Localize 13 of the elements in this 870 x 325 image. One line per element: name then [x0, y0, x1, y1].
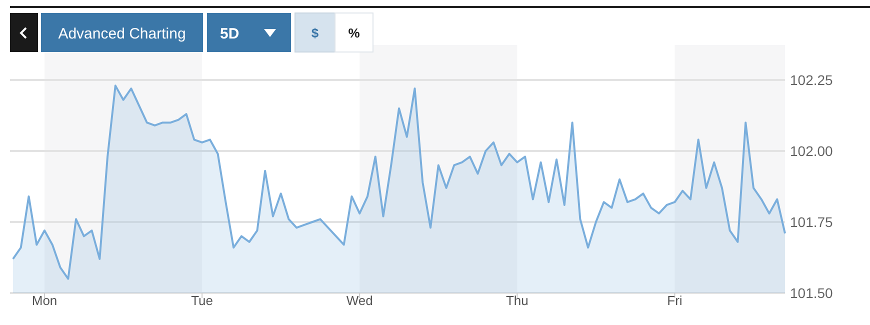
y-tick-label: 101.75	[790, 214, 834, 230]
text: 5D	[220, 25, 240, 42]
text: $	[311, 26, 320, 41]
y-tick-label: 101.50	[790, 284, 834, 301]
text: Advanced Charting	[58, 25, 186, 42]
x-tick-label: Tue	[191, 293, 214, 308]
y-tick-label: 102.00	[790, 142, 834, 159]
x-tick-label: Fri	[667, 293, 682, 308]
x-tick-label: Mon	[32, 293, 58, 308]
y-tick-label: 102.25	[790, 72, 834, 88]
text: %	[348, 26, 360, 41]
x-tick-label: Thu	[506, 293, 528, 308]
x-tick-label: Wed	[346, 293, 373, 308]
